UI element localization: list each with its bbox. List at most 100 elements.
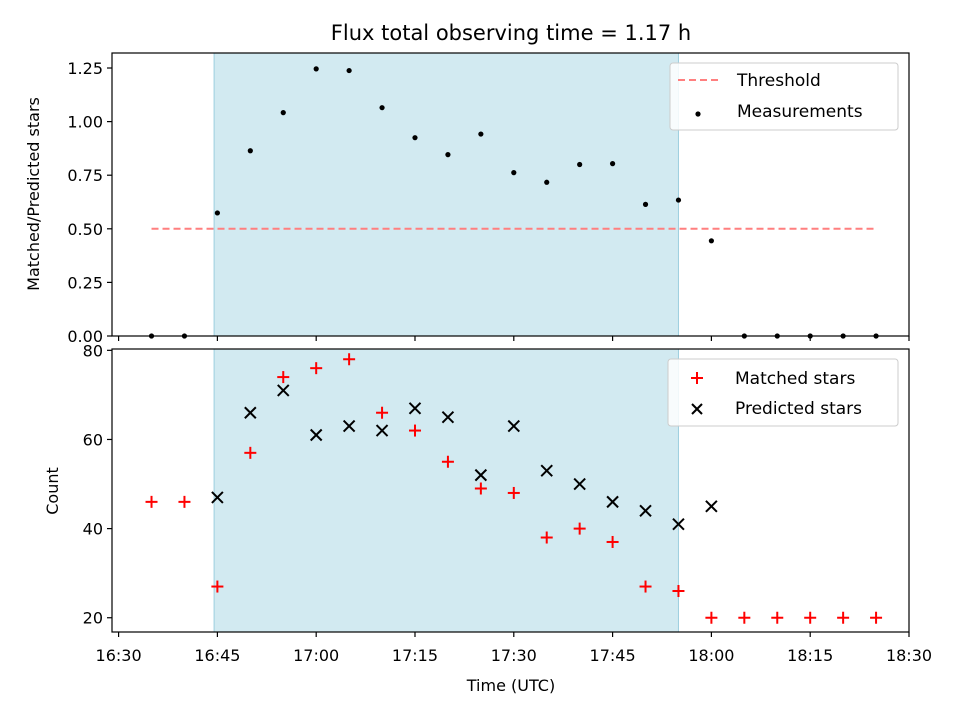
measurement-point bbox=[642, 201, 649, 207]
top-legend-box bbox=[669, 62, 899, 131]
measurement-point bbox=[511, 170, 517, 176]
y-tick-label: 0.00 bbox=[67, 327, 103, 346]
measurement-point bbox=[445, 152, 451, 158]
measurement-point bbox=[280, 110, 286, 116]
y-tick-label: 1.00 bbox=[67, 113, 103, 132]
measurement-point bbox=[346, 67, 352, 74]
matched-stars-point bbox=[804, 611, 817, 624]
x-tick-label: 17:45 bbox=[590, 646, 636, 665]
legend-measurements-label: Measurements bbox=[737, 102, 863, 122]
predicted-stars-point bbox=[672, 517, 685, 531]
measurement-point bbox=[544, 179, 550, 185]
measurement-point bbox=[412, 135, 418, 141]
matched-stars-point bbox=[870, 611, 883, 624]
x-tick-label: 18:00 bbox=[688, 646, 734, 665]
measurement-point bbox=[247, 148, 253, 154]
y-tick-label: 20 bbox=[83, 609, 103, 628]
measurement-point bbox=[708, 238, 714, 244]
matched-stars-point bbox=[837, 611, 850, 624]
matched-stars-point bbox=[606, 535, 619, 548]
measurement-point bbox=[379, 105, 385, 111]
matched-stars-point bbox=[738, 611, 751, 624]
matched-stars-point bbox=[244, 446, 257, 459]
x-tick-label: 16:30 bbox=[96, 646, 142, 665]
measurement-point bbox=[577, 161, 583, 168]
x-tick-label: 16:45 bbox=[194, 646, 240, 665]
matched-stars-point bbox=[310, 362, 323, 375]
legend-measurements-swatch bbox=[695, 111, 701, 117]
x-axis-label: Time (UTC) bbox=[466, 676, 555, 695]
top-shaded-region bbox=[213, 52, 679, 337]
predicted-stars-point bbox=[211, 491, 224, 504]
predicted-stars-point bbox=[705, 500, 718, 513]
legend-matched-swatch bbox=[691, 372, 703, 384]
bottom-shaded-region bbox=[213, 348, 679, 633]
x-tick-label: 17:30 bbox=[491, 646, 537, 665]
predicted-stars-point bbox=[540, 464, 553, 477]
x-tick-label: 18:30 bbox=[886, 646, 932, 665]
matched-stars-point bbox=[705, 611, 718, 624]
predicted-stars-point bbox=[408, 402, 422, 415]
predicted-stars-point bbox=[573, 477, 586, 491]
top-marks bbox=[148, 66, 879, 339]
predicted-stars-point bbox=[244, 406, 257, 419]
legend-threshold-label: Threshold bbox=[736, 71, 821, 91]
matched-stars-point bbox=[474, 482, 487, 495]
bottom-marks bbox=[145, 353, 883, 624]
predicted-stars-point bbox=[342, 419, 356, 433]
y-tick-label: 0.75 bbox=[67, 166, 103, 185]
top-plot-frame bbox=[111, 52, 910, 337]
y-tick-label: 0.25 bbox=[67, 273, 103, 292]
matched-stars-point bbox=[672, 584, 685, 597]
top-y-axis: 0.00 0.25 0.50 0.75 1.00 1.25 bbox=[67, 59, 112, 346]
matched-stars-point bbox=[178, 495, 191, 508]
legend-matched-label: Matched stars bbox=[735, 369, 855, 389]
predicted-stars-point bbox=[474, 468, 488, 482]
y-tick-label: 40 bbox=[83, 520, 103, 539]
predicted-stars-point bbox=[375, 424, 389, 437]
y-tick-label: 60 bbox=[83, 430, 103, 449]
predicted-stars-point bbox=[441, 410, 455, 424]
matched-stars-point bbox=[277, 371, 290, 384]
top-y-axis-label: Matched/Predicted stars bbox=[24, 97, 43, 291]
matched-stars-point bbox=[211, 580, 224, 593]
bottom-y-axis: 20 40 60 80 bbox=[83, 341, 112, 628]
y-tick-label: 1.25 bbox=[67, 59, 103, 78]
matched-stars-point bbox=[639, 580, 652, 593]
bottom-legend: Matched stars Predicted stars bbox=[667, 358, 899, 427]
bottom-x-axis: 16:30 16:45 17:00 17:15 17:30 17:45 18:00 18:15… bbox=[96, 632, 932, 665]
matched-stars-point bbox=[376, 406, 389, 419]
x-tick-label: 17:15 bbox=[392, 646, 438, 665]
measurement-point bbox=[214, 210, 220, 216]
top-legend: Threshold Measurements bbox=[669, 62, 899, 131]
bottom-legend-box bbox=[667, 358, 899, 427]
predicted-stars-point bbox=[606, 495, 619, 509]
matched-stars-point bbox=[540, 531, 553, 544]
predicted-stars-point bbox=[277, 384, 290, 397]
chart-title: Flux total observing time = 1.17 h bbox=[331, 21, 691, 45]
measurement-point bbox=[675, 197, 682, 203]
predicted-stars-point bbox=[309, 428, 323, 442]
bottom-plot-frame bbox=[111, 348, 910, 633]
measurement-point bbox=[313, 66, 319, 72]
legend-predicted-swatch bbox=[691, 403, 703, 415]
predicted-stars-point bbox=[507, 419, 521, 433]
matched-stars-point bbox=[441, 455, 454, 468]
matched-stars-point bbox=[408, 424, 421, 437]
measurement-point bbox=[478, 131, 484, 137]
top-panel: 0.00 0.25 0.50 0.75 1.00 1.25 Matched/Predict… bbox=[24, 52, 910, 346]
matched-stars-point bbox=[573, 522, 586, 535]
measurement-point bbox=[609, 161, 616, 167]
y-tick-label: 0.50 bbox=[67, 220, 103, 239]
top-x-ticks bbox=[117, 336, 910, 341]
bottom-y-axis-label: Count bbox=[43, 467, 62, 515]
matched-stars-point bbox=[771, 611, 784, 624]
x-tick-label: 18:15 bbox=[787, 646, 833, 665]
predicted-stars-point bbox=[639, 504, 652, 517]
y-tick-label: 80 bbox=[83, 341, 103, 360]
matched-stars-point bbox=[145, 495, 158, 508]
matched-stars-point bbox=[507, 486, 520, 499]
matched-stars-point bbox=[343, 353, 356, 366]
